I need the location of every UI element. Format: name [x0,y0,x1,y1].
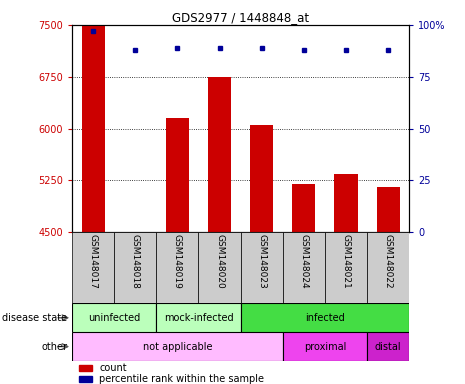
Bar [292,184,315,232]
Text: not applicable: not applicable [143,341,212,352]
Text: GSM148020: GSM148020 [215,235,224,289]
Bar [72,303,156,332]
Text: GSM148022: GSM148022 [384,235,392,289]
Bar [72,332,283,361]
Bar [283,332,367,361]
Text: GSM148017: GSM148017 [89,235,98,289]
Bar [79,376,92,382]
Bar [334,174,358,232]
Text: count: count [99,363,126,373]
Text: mock-infected: mock-infected [164,313,233,323]
Text: GSM148024: GSM148024 [299,235,308,289]
Bar [79,365,92,371]
Text: infected: infected [305,313,345,323]
Bar [81,25,105,232]
Text: distal: distal [375,341,401,352]
Text: GSM148021: GSM148021 [341,235,351,289]
Text: proximal: proximal [304,341,346,352]
Bar [250,125,273,232]
Bar [166,118,189,232]
Bar [241,232,283,303]
Title: GDS2977 / 1448848_at: GDS2977 / 1448848_at [172,11,309,24]
Text: GSM148023: GSM148023 [257,235,266,289]
Bar [377,187,400,232]
Bar [208,77,231,232]
Bar [114,232,156,303]
Text: percentile rank within the sample: percentile rank within the sample [99,374,264,384]
Bar [241,303,409,332]
Bar [367,232,409,303]
Bar [156,303,241,332]
Text: uninfected: uninfected [88,313,140,323]
Text: GSM148019: GSM148019 [173,235,182,289]
Bar [156,232,199,303]
Bar [325,232,367,303]
Bar [72,232,114,303]
Text: disease state: disease state [2,313,67,323]
Bar [199,232,241,303]
Text: other: other [41,341,67,352]
Text: GSM148018: GSM148018 [131,235,140,289]
Bar [367,332,409,361]
Bar [124,232,147,243]
Bar [283,232,325,303]
